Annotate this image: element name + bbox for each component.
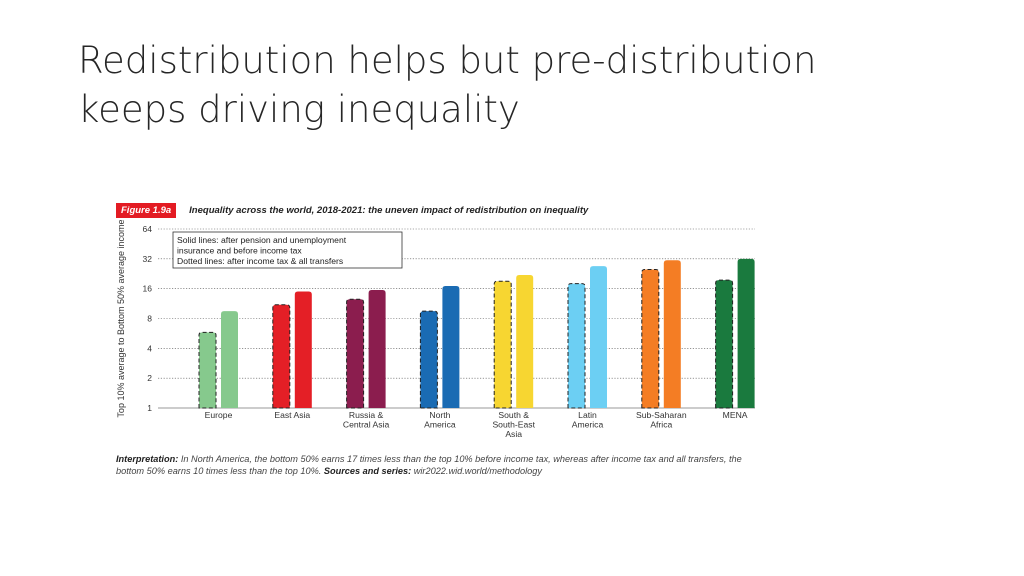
legend-text: Solid lines: after pension and unemploym…: [177, 235, 347, 245]
inequality-bar-chart: Top 10% average to Bottom 50% average in…: [116, 220, 755, 439]
bar-after-tax: [198, 331, 217, 409]
y-tick-label: 2: [147, 373, 152, 383]
x-category-label: Central Asia: [343, 420, 390, 430]
x-category-label: East Asia: [274, 410, 310, 420]
bar-before-tax: [442, 286, 460, 408]
figure-header: Figure 1.9a Inequality across the world,…: [116, 202, 589, 218]
y-tick-label: 1: [147, 403, 152, 413]
x-category-label: America: [572, 420, 604, 430]
figure-title: Inequality across the world, 2018-2021: …: [189, 204, 589, 216]
bar-after-tax: [272, 304, 291, 409]
bar-after-tax: [419, 310, 438, 409]
x-category-label: Russia &: [349, 410, 384, 420]
bar-after-tax: [493, 280, 512, 409]
y-tick-label: 32: [143, 254, 153, 264]
sources-label: Sources and series:: [323, 466, 412, 476]
bar-before-tax: [221, 311, 238, 408]
y-axis-label: Top 10% average to Bottom 50% average in…: [116, 220, 126, 418]
interpretation-text: In North America, the bottom 50% earns 1…: [116, 454, 742, 476]
bar-after-tax: [641, 268, 660, 409]
bar-before-tax: [590, 266, 607, 408]
bar-before-tax: [737, 258, 755, 408]
interpretation-label: Interpretation:: [116, 454, 179, 464]
bar-before-tax: [294, 291, 312, 408]
y-tick-label: 64: [143, 224, 153, 234]
y-tick-label: 8: [147, 314, 152, 324]
legend-text: insurance and before income tax: [177, 246, 302, 256]
x-category-label: Sub-Saharan: [636, 410, 687, 420]
x-category-label: Asia: [505, 429, 522, 439]
bar-after-tax: [715, 279, 734, 409]
figure-badge: Figure 1.9a: [116, 202, 177, 218]
slide-title-line-2: keeps driving inequality: [78, 88, 520, 131]
legend-text: Dotted lines: after income tax & all tra…: [177, 256, 343, 266]
bar-before-tax: [663, 260, 681, 408]
interpretation-note: Interpretation: In North America, the bo…: [116, 453, 766, 477]
slide-title: Redistribution helps but pre-distributio…: [78, 36, 938, 134]
legend-box: [172, 231, 403, 269]
x-category-label: South-East: [492, 420, 535, 430]
x-category-label: America: [424, 420, 456, 430]
x-category-label: North: [429, 410, 450, 420]
bar-before-tax: [516, 274, 534, 408]
x-category-label: Latin: [578, 410, 597, 420]
slide-title-line-1: Redistribution helps but pre-distributio…: [78, 39, 817, 82]
x-category-label: Europe: [205, 410, 233, 420]
y-tick-label: 4: [147, 343, 152, 353]
x-category-label: MENA: [723, 410, 748, 420]
bar-before-tax: [368, 290, 386, 408]
bar-after-tax: [567, 283, 586, 409]
x-category-label: South &: [498, 410, 529, 420]
sources-text: wir2022.wid.world/methodology: [411, 466, 542, 476]
bar-after-tax: [346, 298, 365, 409]
y-tick-label: 16: [143, 284, 153, 294]
x-category-label: Africa: [650, 420, 672, 430]
